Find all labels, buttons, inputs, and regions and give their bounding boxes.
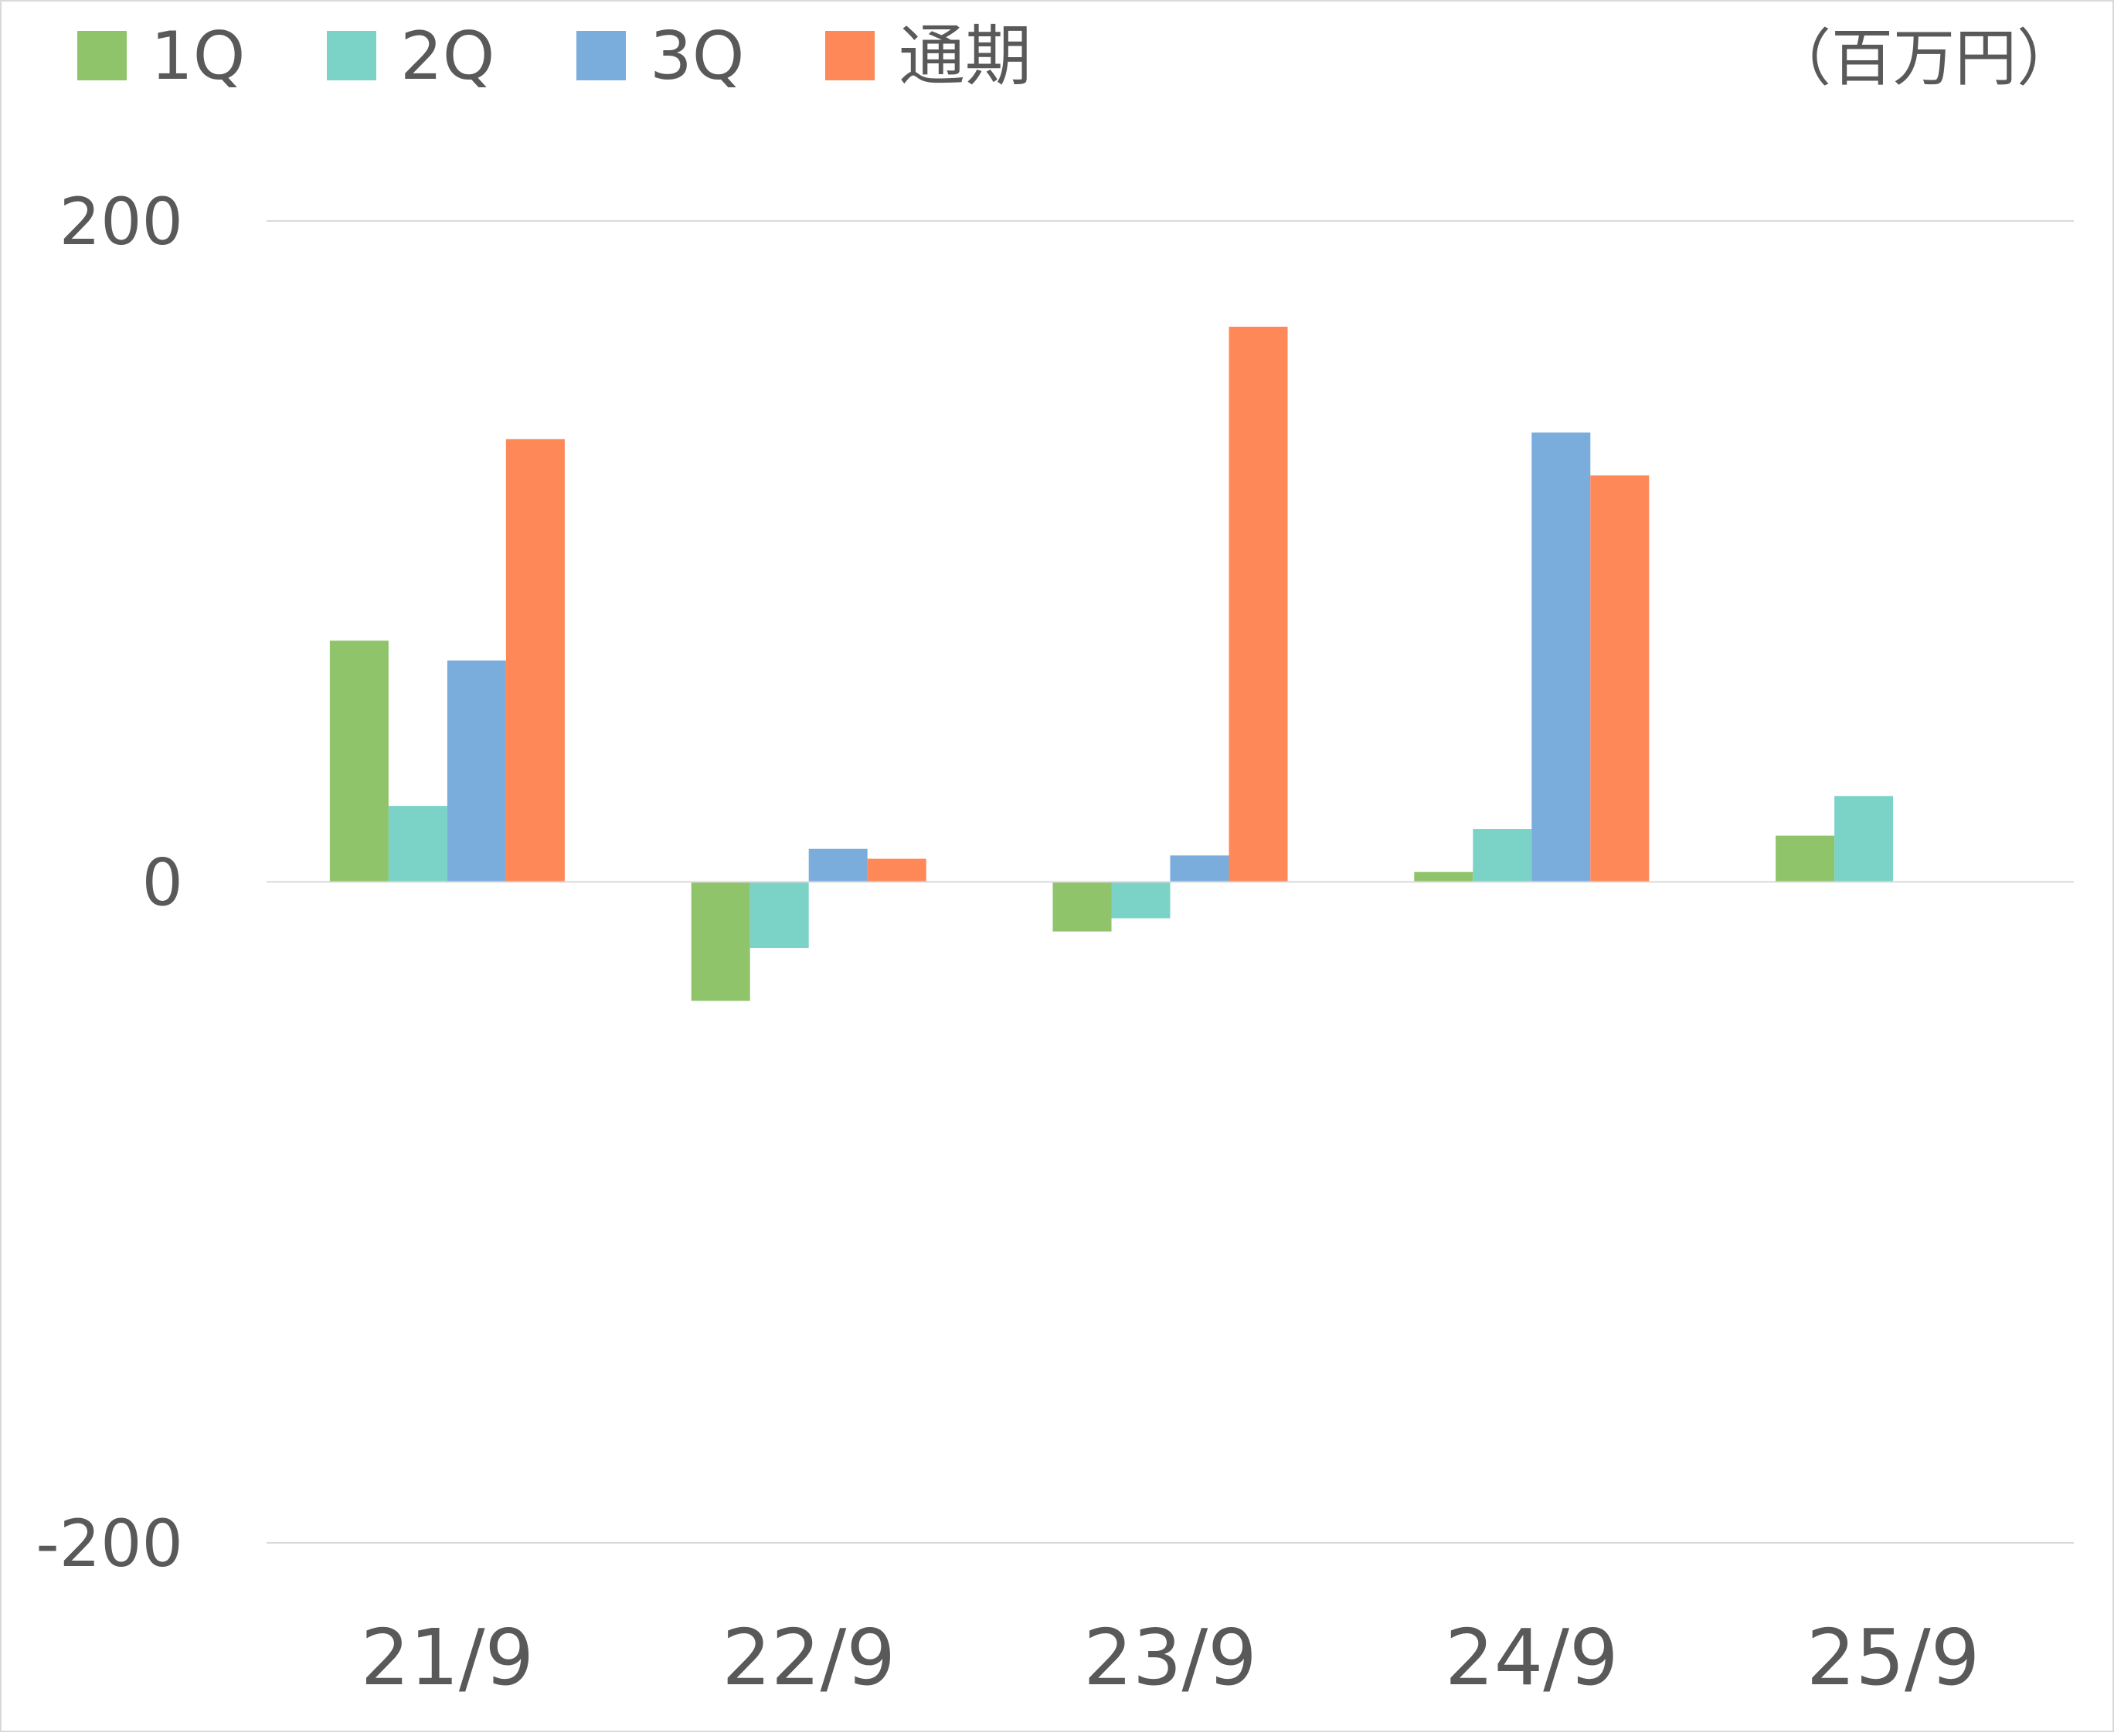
bar-3Q-22/9 — [808, 848, 868, 882]
legend-swatch — [77, 31, 127, 80]
bar-通期-23/9 — [1229, 326, 1288, 882]
bars — [329, 326, 1894, 1001]
legend-label: 1Q — [151, 18, 245, 95]
bar-1Q-22/9 — [691, 882, 750, 1001]
x-axis-tick-labels: 21/9 22/9 23/9 24/9 25/9 — [361, 1612, 1980, 1703]
legend-swatch — [576, 31, 626, 80]
bar-1Q-23/9 — [1052, 882, 1112, 932]
y-axis-tick-labels: 200 0 -200 — [36, 184, 183, 1581]
y-tick-label: 0 — [142, 845, 183, 921]
legend-swatch — [327, 31, 376, 80]
bar-3Q-24/9 — [1531, 432, 1591, 882]
x-tick-label: 24/9 — [1445, 1612, 1619, 1703]
bar-1Q-25/9 — [1776, 835, 1835, 882]
x-tick-label: 22/9 — [722, 1612, 896, 1703]
legend: 1Q 2Q 3Q 通期 — [77, 18, 1032, 95]
bar-2Q-25/9 — [1834, 796, 1894, 882]
bar-2Q-23/9 — [1111, 882, 1171, 919]
y-tick-label: -200 — [36, 1506, 183, 1581]
y-tick-label: 200 — [59, 184, 183, 260]
x-tick-label: 23/9 — [1083, 1612, 1257, 1703]
x-tick-label: 21/9 — [361, 1612, 535, 1703]
unit-label: （百万円） — [1769, 22, 2078, 94]
bar-2Q-24/9 — [1473, 829, 1532, 882]
bar-通期-24/9 — [1590, 475, 1650, 882]
gridlines — [267, 220, 2074, 1544]
x-tick-label: 25/9 — [1806, 1612, 1980, 1703]
legend-label: 2Q — [400, 18, 495, 95]
bar-通期-21/9 — [505, 439, 565, 882]
bar-1Q-21/9 — [329, 640, 389, 882]
bar-3Q-23/9 — [1170, 855, 1229, 882]
bar-2Q-21/9 — [388, 806, 447, 882]
legend-label: 3Q — [650, 18, 744, 95]
legend-label: 通期 — [899, 18, 1032, 95]
bar-3Q-21/9 — [447, 660, 506, 882]
bar-2Q-22/9 — [749, 882, 809, 949]
bar-通期-22/9 — [867, 858, 926, 882]
bar-1Q-24/9 — [1414, 871, 1473, 882]
legend-swatch — [825, 31, 875, 80]
